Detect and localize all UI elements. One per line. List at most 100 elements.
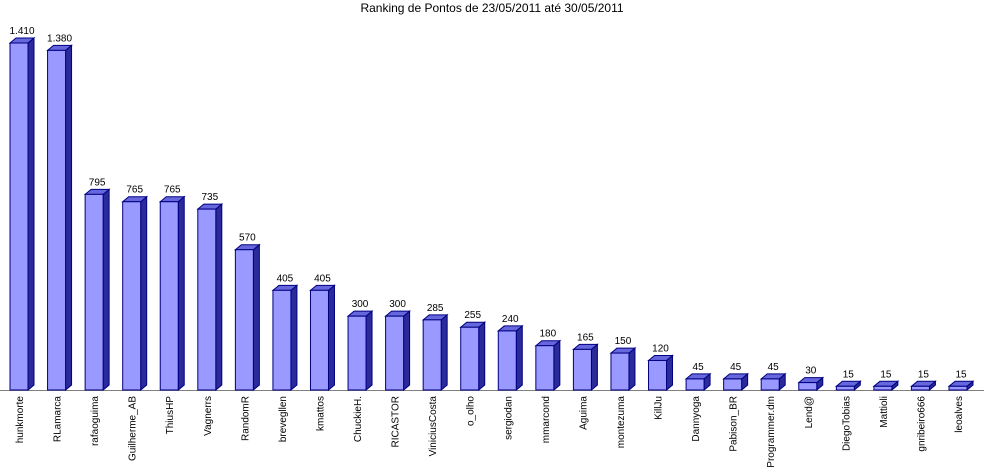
bar-side	[440, 313, 448, 392]
bar-side	[553, 339, 561, 392]
bar-side	[515, 324, 523, 392]
bar	[834, 380, 862, 392]
value-label: 1.410	[9, 26, 34, 37]
x-tick-label: rafaoguima	[90, 396, 101, 446]
bar	[233, 243, 261, 392]
x-tick-label: brevegllen	[278, 396, 289, 442]
bar-side	[65, 44, 73, 392]
bar-front	[910, 385, 930, 391]
value-label: 795	[89, 177, 106, 188]
bar-front	[309, 289, 329, 391]
x-tick-label: Vagnerrs	[203, 396, 214, 436]
value-label: 285	[427, 303, 444, 314]
bar-front	[723, 378, 743, 391]
bar-front	[873, 385, 893, 391]
bar-front	[272, 289, 292, 391]
x-tick-label: ViniciusCosta	[428, 396, 439, 457]
bar-front	[159, 201, 179, 391]
x-tick-label: montezuma	[616, 396, 627, 449]
bar-front	[47, 49, 67, 391]
bar	[496, 324, 524, 392]
x-tick-label: DiegoTobias	[841, 396, 852, 451]
value-label: 255	[464, 310, 481, 321]
bar-front	[385, 315, 405, 391]
bar-side	[290, 284, 298, 392]
bar	[196, 203, 224, 392]
bar-side	[27, 36, 35, 392]
bar	[384, 310, 411, 392]
x-tick-label: RICASTOR	[391, 396, 402, 448]
bar	[684, 372, 712, 392]
value-label: 30	[805, 366, 817, 377]
bar-side	[102, 188, 110, 392]
bar-front	[685, 378, 705, 391]
value-label: 405	[314, 273, 331, 284]
value-label: 120	[652, 343, 669, 354]
bar-front	[835, 385, 855, 391]
bar	[158, 195, 186, 392]
bar-side	[666, 354, 674, 392]
bar-side	[403, 310, 411, 392]
bar-front	[760, 378, 780, 391]
bar	[46, 44, 73, 392]
bar-front	[610, 352, 630, 391]
bar-side	[628, 347, 636, 392]
value-label: 735	[201, 192, 218, 203]
value-label: 1.380	[47, 33, 72, 44]
x-tick-label: KillJu	[654, 396, 665, 420]
bar	[947, 380, 975, 392]
bar	[459, 321, 487, 392]
bar-front	[234, 249, 254, 391]
bar	[872, 380, 900, 392]
bar	[83, 188, 111, 392]
x-tick-label: Guilherme_AB	[128, 396, 139, 461]
x-tick-label: Lend@	[804, 396, 815, 428]
bar	[309, 284, 336, 392]
bar-front	[197, 208, 217, 391]
bar-front	[347, 315, 367, 391]
bar-front	[460, 326, 480, 391]
x-tick-label: ChuckieH.	[353, 396, 364, 442]
x-tick-label: hunkmorte	[15, 396, 26, 444]
value-label: 15	[880, 369, 892, 380]
bar	[421, 313, 449, 392]
value-label: 45	[768, 362, 780, 373]
bar	[8, 36, 36, 392]
value-label: 45	[730, 362, 742, 373]
x-tick-label: Pabison_BR	[729, 396, 740, 452]
bar	[759, 372, 787, 392]
bar	[797, 376, 825, 392]
bar	[346, 310, 374, 392]
bar	[271, 284, 299, 392]
bar	[609, 347, 637, 392]
bar	[910, 380, 937, 392]
bar-front	[648, 359, 668, 391]
bar-front	[84, 193, 104, 391]
bar-front	[9, 42, 29, 391]
bar	[722, 372, 750, 392]
bar-front	[535, 345, 555, 391]
x-tick-label: mmarcond	[541, 396, 552, 443]
value-label: 15	[843, 369, 855, 380]
bar-side	[590, 343, 598, 392]
bar	[572, 343, 599, 392]
value-label: 240	[502, 314, 519, 325]
x-tick-label: gnribeiro666	[916, 396, 927, 452]
x-tick-label: kmattos	[315, 396, 326, 431]
value-label: 765	[126, 185, 143, 196]
x-tick-label: Programmer.dm	[766, 396, 777, 468]
x-tick-label: sergiodan	[503, 396, 514, 440]
x-tick-label: RLamarca	[53, 396, 64, 443]
value-label: 15	[918, 369, 930, 380]
bar-front	[497, 330, 517, 391]
value-label: 300	[352, 299, 369, 310]
bar-front	[948, 385, 968, 391]
x-tick-label: Dannyoga	[691, 396, 702, 442]
value-label: 180	[539, 329, 556, 340]
bar	[121, 195, 149, 392]
value-label: 15	[955, 369, 967, 380]
value-label: 165	[577, 332, 594, 343]
x-tick-label: RandomR	[240, 396, 251, 441]
value-label: 570	[239, 233, 256, 244]
